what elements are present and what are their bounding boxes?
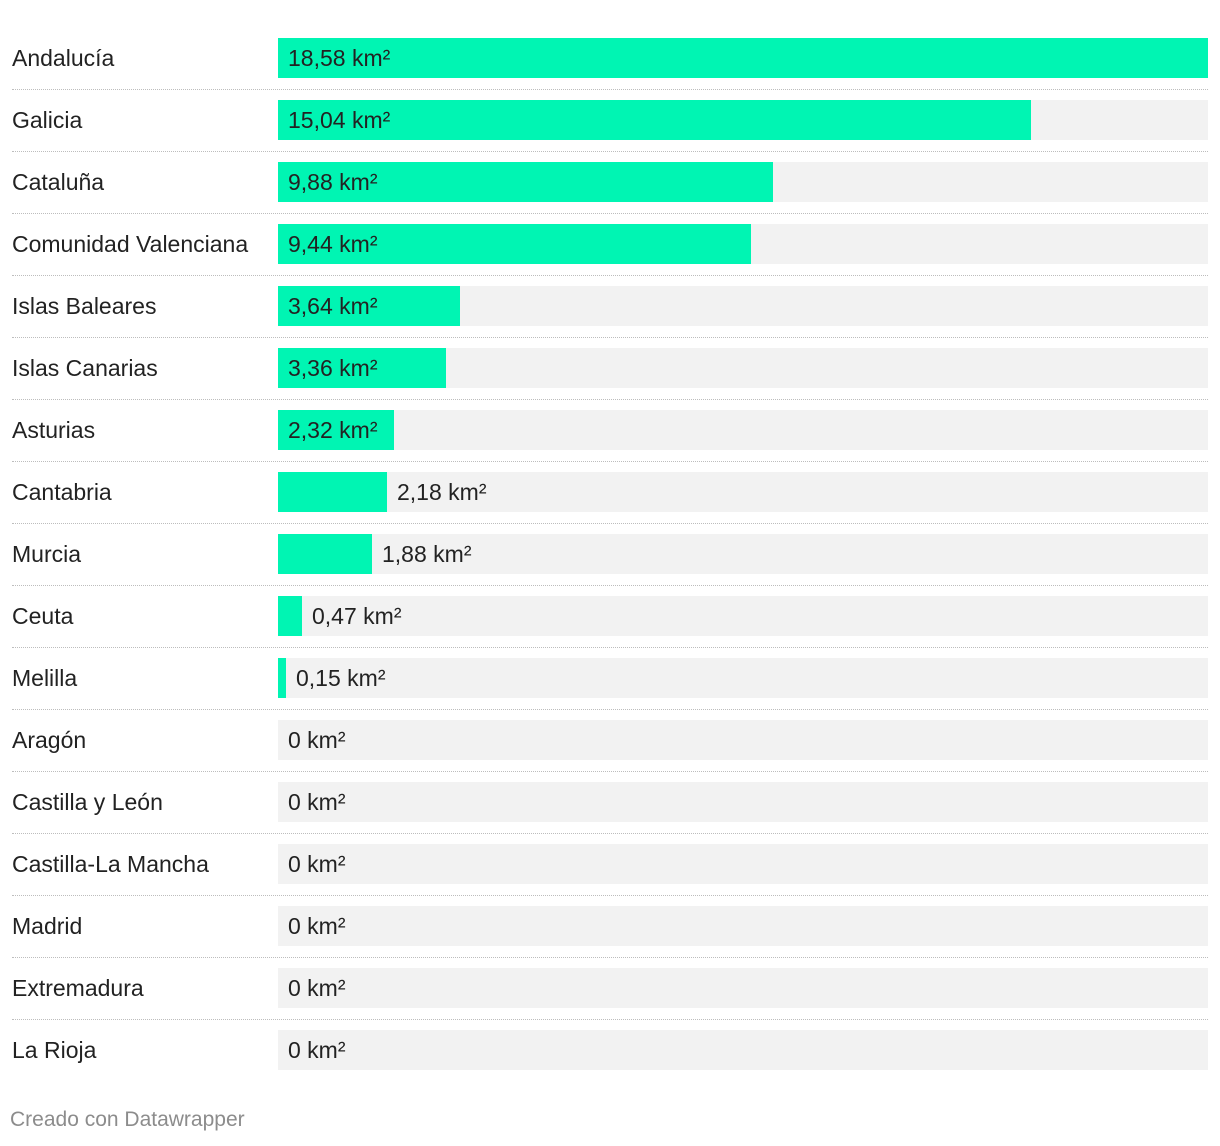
category-label: Comunidad Valenciana — [12, 231, 249, 257]
bar-track: 18,58 km² — [278, 38, 1208, 78]
table-row: Comunidad Valenciana 9,44 km² — [12, 206, 1208, 276]
bar — [278, 596, 302, 636]
value-label: 3,36 km² — [288, 355, 378, 381]
table-row: Islas Canarias 3,36 km² — [12, 330, 1208, 400]
value-label: 3,64 km² — [288, 293, 378, 319]
category-label: Madrid — [12, 913, 83, 939]
table-row: Galicia 15,04 km² — [12, 82, 1208, 152]
table-row: Ceuta 0,47 km² — [12, 578, 1208, 648]
row-separator — [12, 89, 1208, 90]
bar-track: 9,44 km² — [278, 224, 1208, 264]
row-separator — [12, 771, 1208, 772]
table-row: Andalucía 18,58 km² — [12, 20, 1208, 90]
bar-track: 0 km² — [278, 720, 1208, 760]
value-label: 2,32 km² — [288, 417, 378, 443]
bar — [278, 410, 394, 450]
bar-track: 3,36 km² — [278, 348, 1208, 388]
bar — [278, 162, 773, 202]
bar — [278, 348, 446, 388]
category-label: Castilla y León — [12, 789, 163, 815]
table-row: Extremadura 0 km² — [12, 950, 1208, 1020]
table-row: La Rioja 0 km² — [12, 1012, 1208, 1074]
row-separator — [12, 337, 1208, 338]
category-label: Andalucía — [12, 45, 115, 71]
bar-track: 2,32 km² — [278, 410, 1208, 450]
value-label: 0 km² — [288, 913, 346, 939]
bar — [278, 658, 286, 698]
value-label: 0 km² — [288, 727, 346, 753]
bar-track: 0,15 km² — [278, 658, 1208, 698]
bar-track: 1,88 km² — [278, 534, 1208, 574]
category-label: Islas Baleares — [12, 293, 157, 319]
row-separator — [12, 647, 1208, 648]
row-separator — [12, 833, 1208, 834]
bar — [278, 534, 372, 574]
category-label: Melilla — [12, 665, 78, 691]
value-label: 0,47 km² — [312, 603, 402, 629]
bar-chart: Andalucía 18,58 km² Galicia 15,04 km² Catalu… — [12, 20, 1208, 1074]
bar — [278, 38, 1208, 78]
category-label: La Rioja — [12, 1037, 97, 1063]
value-label: 0 km² — [288, 851, 346, 877]
bar — [278, 286, 460, 326]
value-label: 15,04 km² — [288, 107, 391, 133]
table-row: Castilla-La Mancha 0 km² — [12, 826, 1208, 896]
category-label: Ceuta — [12, 603, 74, 629]
table-row: Murcia 1,88 km² — [12, 516, 1208, 586]
row-separator — [12, 213, 1208, 214]
bar-track: 15,04 km² — [278, 100, 1208, 140]
footer-credit[interactable]: Creado con Datawrapper — [10, 1108, 245, 1131]
value-label: 18,58 km² — [288, 45, 391, 71]
bar — [278, 472, 387, 512]
category-label: Cantabria — [12, 479, 112, 505]
row-separator — [12, 895, 1208, 896]
bar — [278, 100, 1031, 140]
bar-track: 0 km² — [278, 906, 1208, 946]
table-row: Castilla y León 0 km² — [12, 764, 1208, 834]
bar-track: 0 km² — [278, 844, 1208, 884]
category-label: Aragón — [12, 727, 87, 753]
row-separator — [12, 151, 1208, 152]
row-separator — [12, 1019, 1208, 1020]
table-row: Madrid 0 km² — [12, 888, 1208, 958]
row-separator — [12, 523, 1208, 524]
row-separator — [12, 709, 1208, 710]
category-label: Castilla-La Mancha — [12, 851, 209, 877]
bar-track: 3,64 km² — [278, 286, 1208, 326]
row-separator — [12, 585, 1208, 586]
bar-track: 9,88 km² — [278, 162, 1208, 202]
value-label: 2,18 km² — [397, 479, 487, 505]
table-row: Melilla 0,15 km² — [12, 640, 1208, 710]
value-label: 9,44 km² — [288, 231, 378, 257]
bar-track: 0,47 km² — [278, 596, 1208, 636]
bar-track: 0 km² — [278, 968, 1208, 1008]
value-label: 9,88 km² — [288, 169, 378, 195]
table-row: Cataluña 9,88 km² — [12, 144, 1208, 214]
bar-track: 0 km² — [278, 1030, 1208, 1070]
category-label: Cataluña — [12, 169, 105, 195]
row-separator — [12, 957, 1208, 958]
category-label: Extremadura — [12, 975, 144, 1001]
bar — [278, 224, 751, 264]
category-label: Asturias — [12, 417, 96, 443]
table-row: Asturias 2,32 km² — [12, 392, 1208, 462]
category-label: Murcia — [12, 541, 82, 567]
row-separator — [12, 275, 1208, 276]
row-separator — [12, 461, 1208, 462]
table-row: Cantabria 2,18 km² — [12, 454, 1208, 524]
bar-track: 0 km² — [278, 782, 1208, 822]
value-label: 0 km² — [288, 975, 346, 1001]
table-row: Aragón 0 km² — [12, 702, 1208, 772]
value-label: 0,15 km² — [296, 665, 386, 691]
category-label: Islas Canarias — [12, 355, 158, 381]
value-label: 0 km² — [288, 1037, 346, 1063]
bar-track: 2,18 km² — [278, 472, 1208, 512]
table-row: Islas Baleares 3,64 km² — [12, 268, 1208, 338]
row-separator — [12, 399, 1208, 400]
value-label: 1,88 km² — [382, 541, 472, 567]
category-label: Galicia — [12, 107, 83, 133]
value-label: 0 km² — [288, 789, 346, 815]
